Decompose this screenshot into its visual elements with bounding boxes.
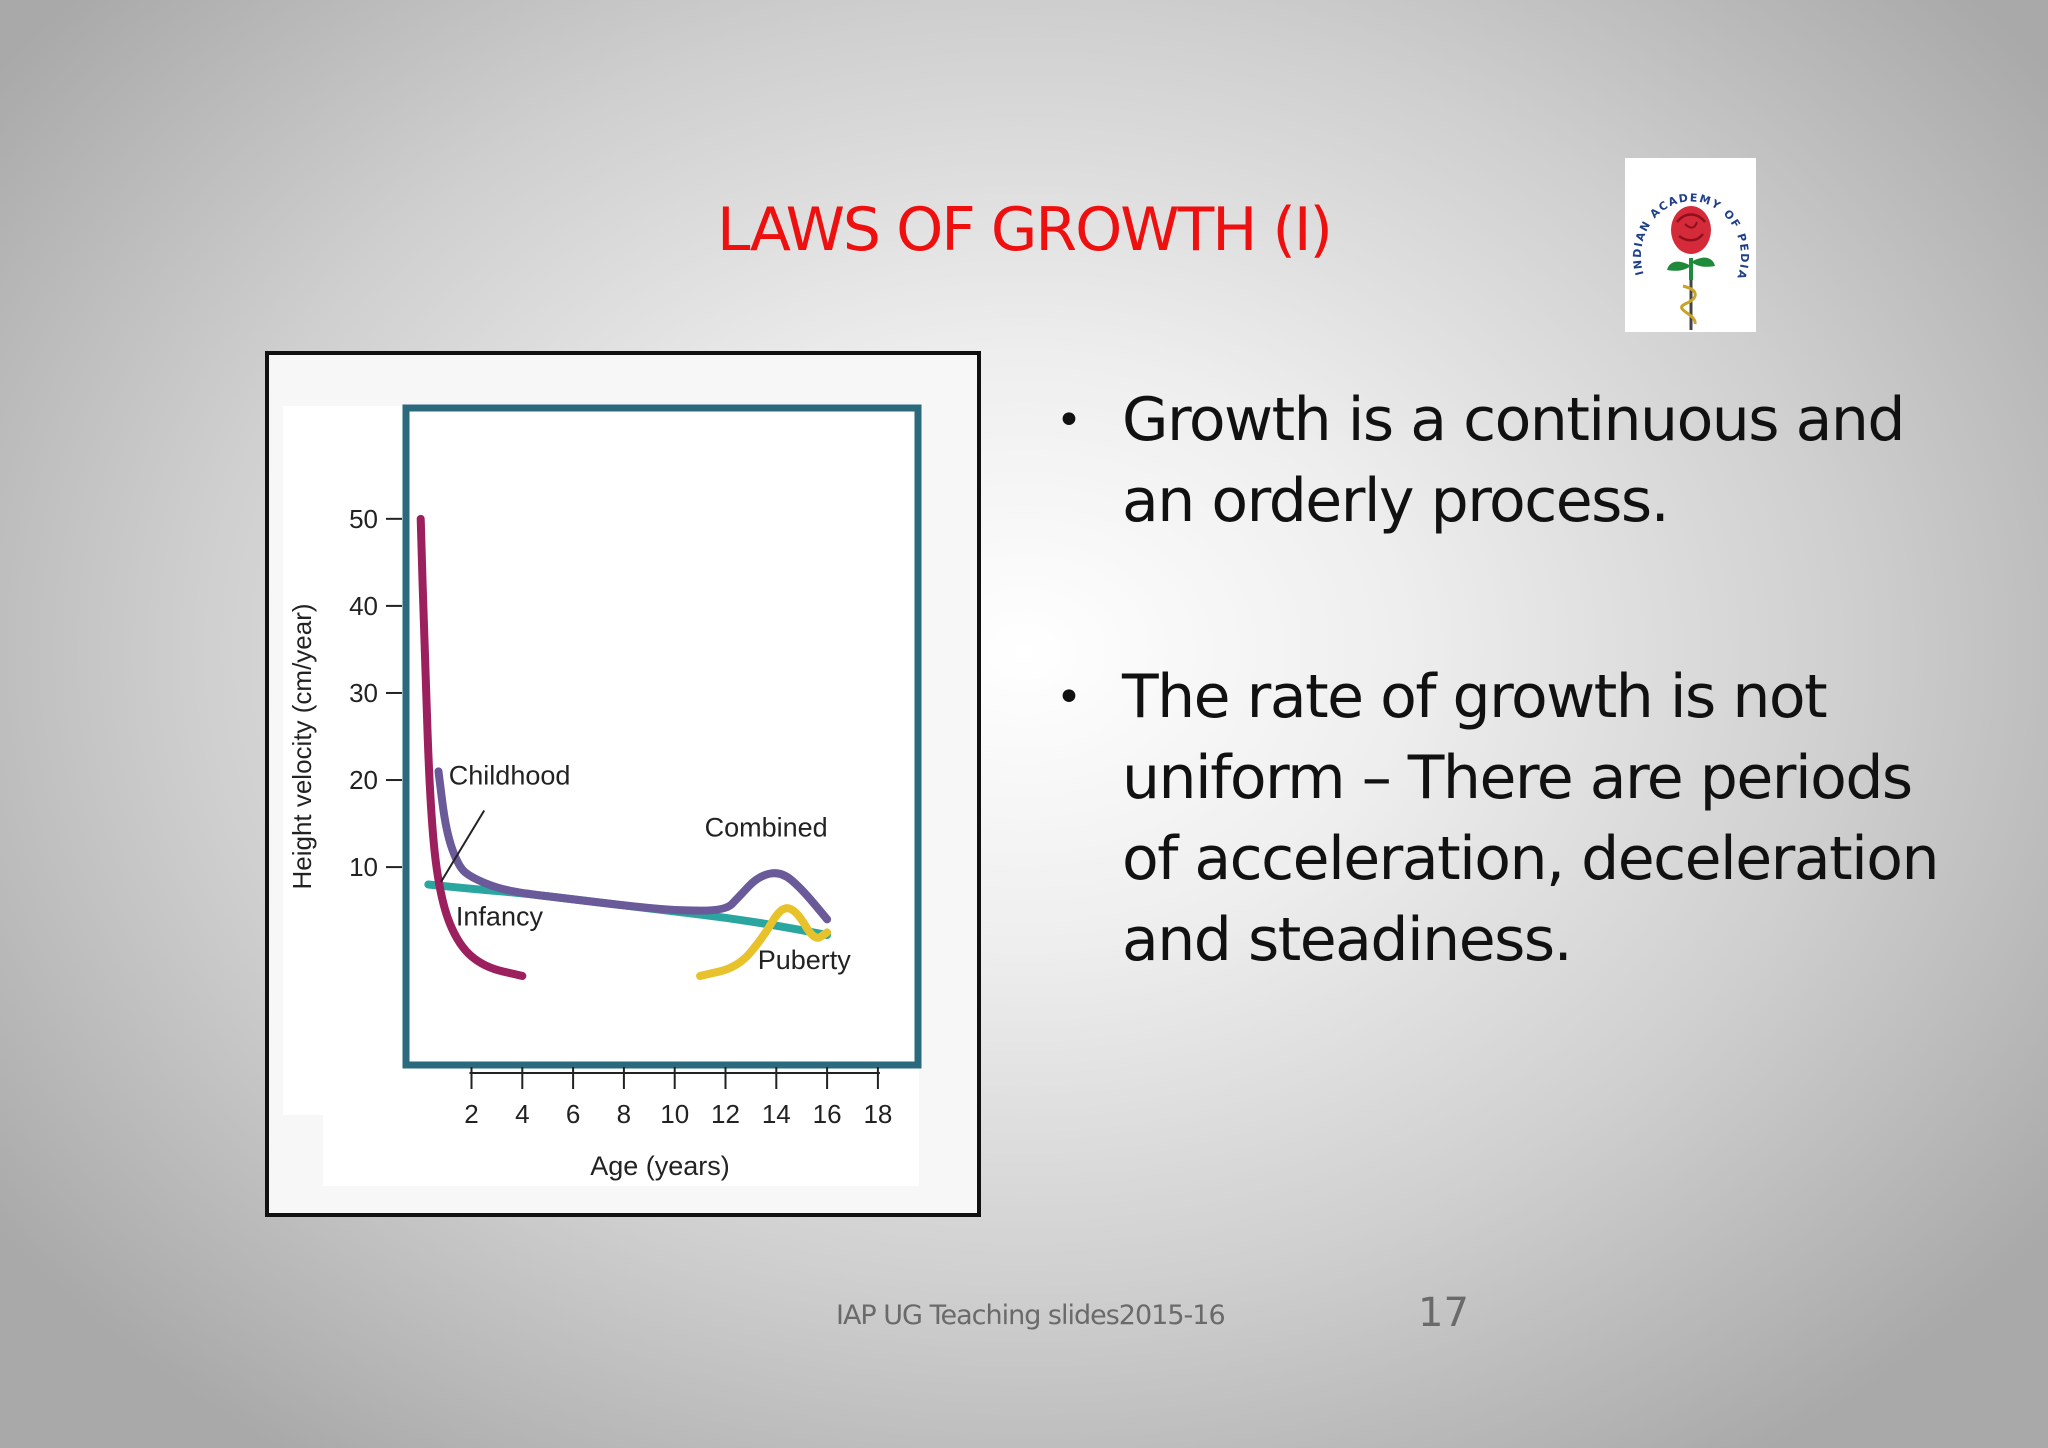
bullet-text: Growth is a continuous and an orderly pr… <box>1122 385 1906 536</box>
plot-frame <box>402 404 922 1069</box>
bullet-text: The rate of growth is not uniform – Ther… <box>1122 662 1940 975</box>
x-tick-label: 18 <box>863 1099 892 1129</box>
childhood-leader-line <box>440 809 486 883</box>
series-line-combined <box>434 767 832 924</box>
y-tick-label: 40 <box>349 591 378 621</box>
series-line-infancy <box>416 514 527 980</box>
rose-caduceus-icon: INDIAN ACADEMY OF PEDIATRICS <box>1620 148 1750 330</box>
page-number: 17 <box>1418 1290 1469 1336</box>
series-line-puberty <box>696 904 832 980</box>
y-tick-label: 30 <box>349 678 378 708</box>
x-tick-label: 6 <box>566 1099 580 1129</box>
x-tick-label: 4 <box>515 1099 529 1129</box>
bullet-item-2: • The rate of growth is not uniform – Th… <box>1050 657 1980 981</box>
chart-figure: 10 20 30 40 50 2 4 6 8 10 12 14 16 18 Age (years) Heigh… <box>265 351 981 1217</box>
x-tick-label: 10 <box>660 1099 689 1129</box>
x-tick-label: 8 <box>617 1099 631 1129</box>
annotation-childhood: Childhood <box>449 760 571 790</box>
y-tick-label: 50 <box>349 504 378 534</box>
bullet-list: • Growth is a continuous and an orderly … <box>1050 380 1980 981</box>
annotation-combined: Combined <box>705 813 828 843</box>
x-tick-label: 12 <box>711 1099 740 1129</box>
chart-corner-mask <box>269 1115 323 1213</box>
bullet-icon: • <box>1056 395 1082 446</box>
slide-title: LAWS OF GROWTH (I) <box>717 195 1333 265</box>
x-axis-label: Age (years) <box>590 1151 730 1181</box>
logo: INDIAN ACADEMY OF PEDIATRICS <box>1620 148 1756 332</box>
x-tick-label: 16 <box>813 1099 842 1129</box>
bullet-icon: • <box>1056 672 1082 723</box>
bullet-item-1: • Growth is a continuous and an orderly … <box>1050 380 1980 542</box>
y-tick-label: 10 <box>349 852 378 882</box>
y-tick-label: 20 <box>349 765 378 795</box>
annotation-puberty: Puberty <box>758 945 852 975</box>
x-tick-label: 14 <box>762 1099 791 1129</box>
y-axis-label: Height velocity (cm/year) <box>287 603 317 889</box>
annotation-infancy: Infancy <box>456 901 544 931</box>
footer-text: IAP UG Teaching slides2015-16 <box>836 1300 1226 1331</box>
x-tick-label: 2 <box>464 1099 478 1129</box>
growth-velocity-chart: 10 20 30 40 50 2 4 6 8 10 12 14 16 18 Age (years) Heigh… <box>269 404 922 1213</box>
